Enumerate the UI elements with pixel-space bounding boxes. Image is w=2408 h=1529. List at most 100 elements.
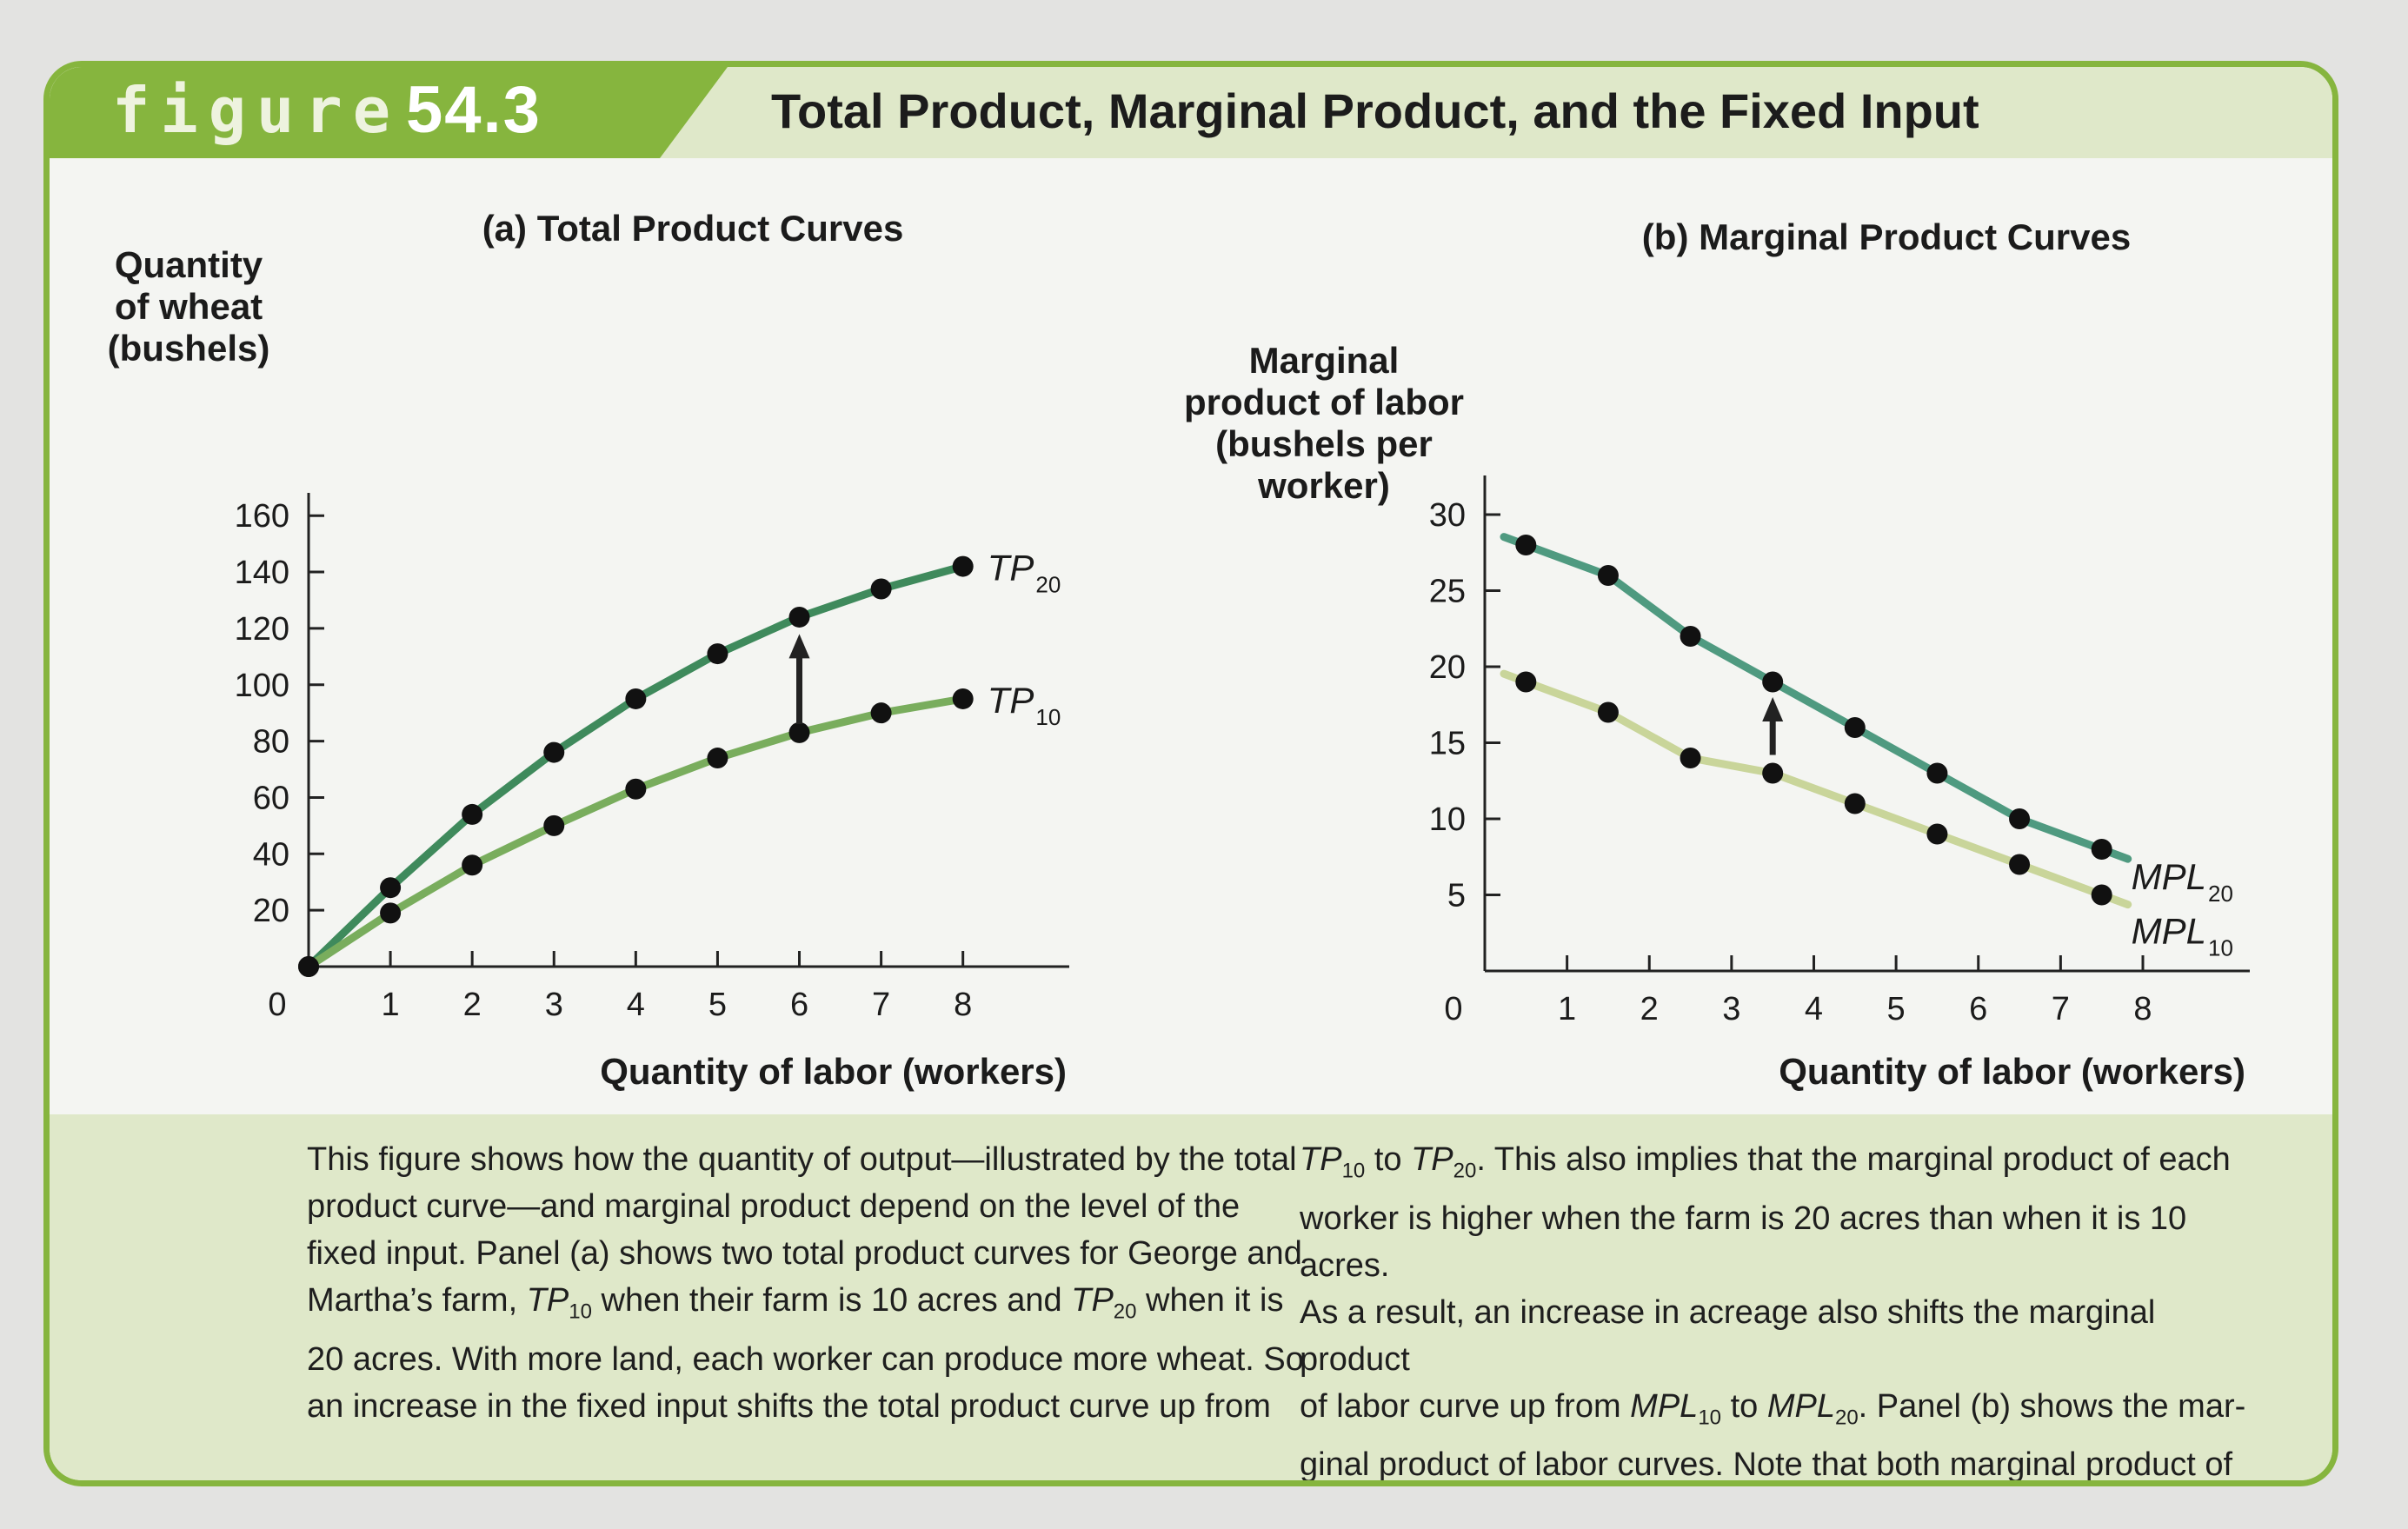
data-point-tp10 (952, 688, 974, 709)
x-tick-label: 2 (1640, 991, 1659, 1027)
panel-title: (a) Total Product Curves (482, 208, 904, 249)
x-axis-label: Quantity of labor (workers) (1779, 1051, 2245, 1092)
x-tick-label: 1 (1558, 991, 1576, 1027)
data-point-mpl20 (1680, 626, 1701, 647)
data-point-tp20 (870, 578, 892, 600)
data-point-mpl10 (1515, 671, 1537, 693)
y-axis-label: (bushels) (108, 328, 270, 369)
data-point-mpl10 (1926, 823, 1948, 845)
x-tick-label: 8 (954, 987, 972, 1023)
caption-left-line: an increase in the fixed input shifts th… (307, 1387, 1271, 1425)
data-point-tp20 (788, 606, 810, 628)
y-axis-label: worker) (1257, 465, 1390, 506)
origin-label: 0 (268, 987, 286, 1023)
y-axis-label: Marginal (1249, 340, 1400, 381)
caption-right: TP10 to TP20. This also implies that the… (1300, 1136, 2273, 1484)
data-point-mpl20 (1762, 671, 1784, 693)
x-tick-label: 3 (1722, 991, 1740, 1027)
series-line-mpl10 (1500, 669, 2132, 909)
y-tick-label: 60 (253, 780, 289, 816)
caption-left: This figure shows how the quantity of ou… (307, 1136, 1315, 1430)
data-point-tp20 (952, 555, 974, 577)
y-tick-label: 20 (1429, 649, 1466, 686)
data-point-mpl10 (2091, 884, 2112, 906)
y-tick-label: 160 (235, 498, 289, 535)
y-axis-label: Quantity (115, 244, 263, 285)
y-axis-label: of wheat (115, 286, 263, 327)
y-tick-label: 30 (1429, 497, 1466, 534)
y-tick-label: 120 (235, 611, 289, 648)
series-label-tp10: TP10 (988, 680, 1061, 730)
data-point-mpl10 (1597, 701, 1619, 723)
y-tick-label: 5 (1447, 878, 1466, 914)
y-axis-label: (bushels per (1215, 423, 1433, 464)
data-point-tp10 (380, 902, 402, 924)
y-tick-label: 25 (1429, 574, 1466, 610)
x-tick-label: 3 (545, 987, 563, 1023)
data-point-tp10 (543, 814, 565, 836)
data-point-mpl10 (1844, 793, 1866, 814)
data-point-mpl10 (1762, 762, 1784, 784)
x-tick-label: 5 (708, 987, 727, 1023)
caption-right-line: ginal product of labor curves. Note that… (1300, 1446, 2233, 1484)
data-point-mpl20 (1597, 565, 1619, 586)
x-tick-label: 4 (1805, 991, 1823, 1027)
figure-number: 54.3 (406, 73, 542, 147)
data-point-tp10 (462, 854, 483, 876)
data-point-mpl20 (1844, 717, 1866, 738)
y-tick-label: 80 (253, 724, 289, 761)
x-tick-label: 1 (382, 987, 400, 1023)
caption-right-line: As a result, an increase in acreage also… (1300, 1293, 2156, 1378)
data-point-tp10 (625, 778, 647, 800)
series-label-tp20: TP20 (988, 548, 1061, 598)
data-point-mpl20 (2009, 808, 2031, 829)
x-axis-label: Quantity of labor (workers) (600, 1051, 1067, 1092)
caption-band (50, 1114, 2332, 1480)
x-tick-label: 4 (627, 987, 645, 1023)
caption-left-line: Martha’s farm, TP10 when their farm is 1… (307, 1282, 1284, 1324)
data-point-tp10 (870, 702, 892, 724)
caption-left-line: This figure shows how the quantity of ou… (307, 1141, 1297, 1178)
figure-tab (50, 67, 728, 158)
data-point-tp20 (707, 643, 728, 665)
data-point-mpl20 (1515, 535, 1537, 555)
chart-panel-b: (b) Marginal Product Curves Marginalprodu… (1184, 216, 2250, 1092)
figure-title: Total Product, Marginal Product, and the… (771, 83, 1979, 138)
caption-right-line: of labor curve up from MPL10 to MPL20. P… (1300, 1387, 2246, 1430)
x-tick-label: 6 (1969, 991, 1987, 1027)
y-tick-label: 20 (253, 893, 289, 929)
data-point-tp20 (462, 803, 483, 825)
caption-left-line: product curve—and marginal product depen… (307, 1188, 1241, 1225)
series-label-mpl10: MPL10 (2132, 911, 2233, 961)
shift-arrow-head (788, 634, 810, 659)
y-tick-label: 15 (1429, 726, 1466, 762)
data-point-mpl20 (1926, 762, 1948, 784)
caption-left-line: fixed input. Panel (a) shows two total p… (307, 1235, 1302, 1272)
x-tick-label: 6 (790, 987, 808, 1023)
data-point-mpl10 (2009, 854, 2031, 875)
data-point-mpl10 (1680, 748, 1701, 768)
data-point-tp10 (788, 721, 810, 743)
figure-frame: figure 54.3 Total Product, Marginal Prod… (43, 61, 2338, 1486)
panel-title: (b) Marginal Product Curves (1642, 216, 2131, 257)
x-tick-label: 2 (463, 987, 482, 1023)
y-tick-label: 10 (1429, 801, 1466, 838)
x-tick-label: 7 (872, 987, 890, 1023)
x-tick-label: 5 (1887, 991, 1906, 1027)
shift-arrow-head (1762, 697, 1784, 721)
y-tick-label: 40 (253, 836, 289, 873)
data-point-tp20 (380, 877, 402, 899)
figure-label: figure (112, 74, 402, 147)
data-point-tp10 (298, 956, 319, 977)
origin-label: 0 (1444, 991, 1462, 1027)
y-tick-label: 100 (235, 668, 289, 704)
data-point-tp20 (543, 741, 565, 763)
data-point-tp10 (707, 748, 728, 769)
data-point-mpl20 (2091, 839, 2112, 860)
caption-right-line: worker is higher when the farm is 20 acr… (1300, 1200, 2187, 1284)
caption-left-line: 20 acres. With more land, each worker ca… (307, 1340, 1304, 1378)
series-line-tp10 (304, 695, 968, 971)
x-tick-label: 7 (2052, 991, 2070, 1027)
y-axis-label: product of labor (1184, 382, 1464, 422)
